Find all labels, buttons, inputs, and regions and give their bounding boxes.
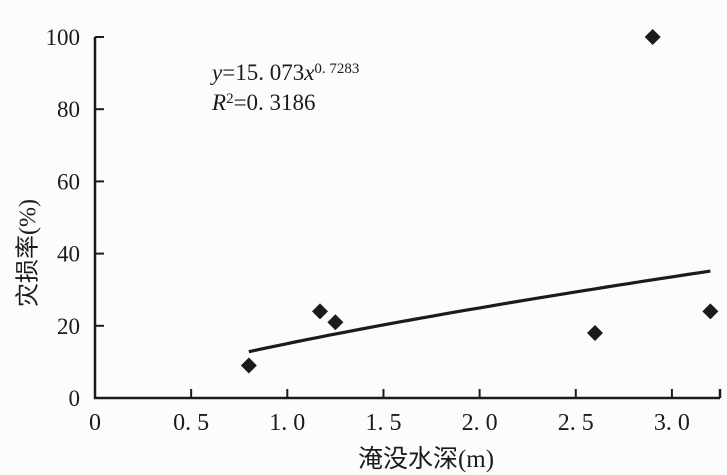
data-point bbox=[702, 303, 719, 320]
equation-exponent: 0. 7283 bbox=[314, 61, 360, 78]
r-squared-value: =0. 3186 bbox=[233, 90, 316, 115]
x-axis-tick-label: 2. 0 bbox=[462, 410, 498, 436]
equation-text: y=15. 073x0. 7283 bbox=[212, 58, 359, 88]
y-axis-tick-label: 0 bbox=[69, 386, 81, 411]
r-squared-sup: 2 bbox=[226, 91, 234, 108]
y-axis-tick-label: 20 bbox=[57, 314, 80, 339]
y-axis-tick-label: 100 bbox=[46, 25, 81, 50]
y-axis-tick-label: 80 bbox=[57, 97, 80, 122]
equation-annotation: y=15. 073x0. 7283 R2=0. 3186 bbox=[212, 58, 359, 118]
r-squared-var: R bbox=[212, 90, 227, 115]
x-axis-tick-label: 1. 0 bbox=[269, 410, 305, 436]
y-axis-tick-label: 60 bbox=[57, 169, 80, 194]
data-point bbox=[644, 29, 661, 45]
equation-y-var: y bbox=[212, 60, 223, 85]
y-axis-tick-label: 40 bbox=[57, 242, 80, 267]
x-axis-tick-label: 3. 0 bbox=[654, 410, 690, 436]
trend-line bbox=[248, 269, 711, 354]
data-point bbox=[587, 325, 603, 342]
x-axis-tick-label: 2. 5 bbox=[558, 410, 594, 436]
x-axis-title: 淹没水深(m) bbox=[357, 446, 495, 473]
x-axis-tick-label: 0 bbox=[89, 410, 101, 436]
r-squared-text: R2=0. 3186 bbox=[212, 88, 359, 118]
data-point bbox=[327, 314, 344, 331]
data-point bbox=[240, 357, 257, 374]
equation-x-var: x bbox=[304, 60, 315, 85]
x-axis-tick-label: 1. 5 bbox=[365, 410, 401, 436]
equation-coefficient: =15. 073 bbox=[222, 60, 305, 85]
y-axis-title: 灾损率(%) bbox=[15, 199, 42, 307]
x-axis-tick-label: 0. 5 bbox=[173, 410, 209, 436]
data-point bbox=[312, 303, 328, 320]
axes-lines bbox=[93, 37, 720, 400]
